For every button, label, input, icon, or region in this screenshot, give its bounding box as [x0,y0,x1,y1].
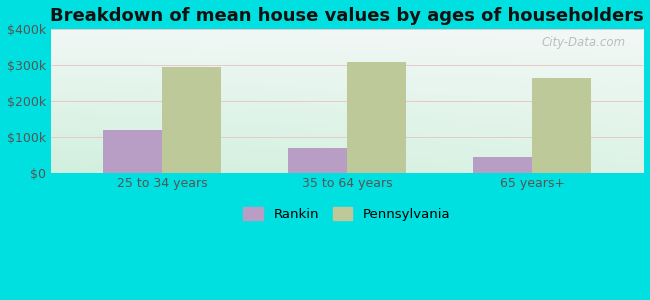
Bar [103,130,162,172]
Bar [162,67,221,172]
Title: Breakdown of mean house values by ages of householders: Breakdown of mean house values by ages o… [50,7,644,25]
Bar [347,62,406,172]
Legend: Rankin, Pennsylvania: Rankin, Pennsylvania [238,202,456,226]
Text: City-Data.com: City-Data.com [541,36,625,50]
Bar [473,157,532,172]
Bar [288,148,347,172]
Bar [532,78,592,172]
